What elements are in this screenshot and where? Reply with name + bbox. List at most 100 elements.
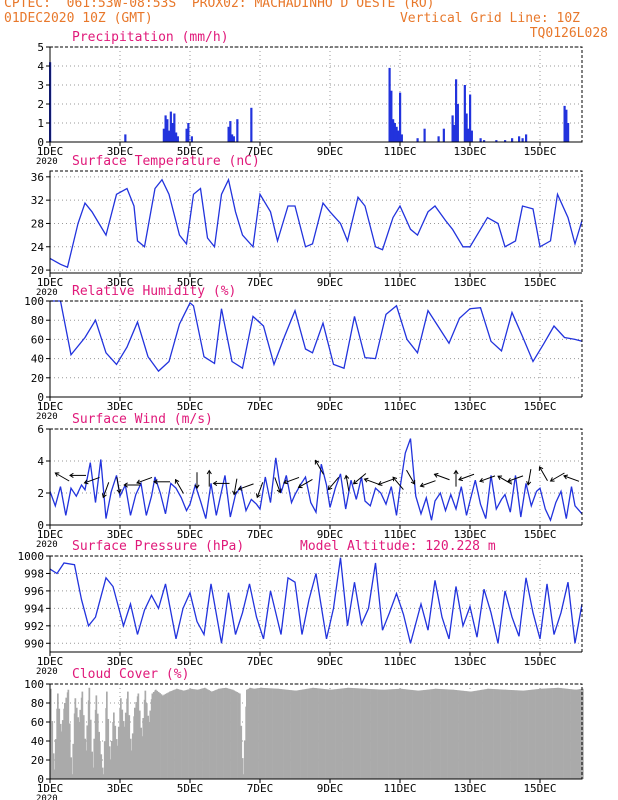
temperature-line — [49, 177, 583, 269]
cloud-column — [198, 689, 201, 779]
cloud-column — [120, 698, 122, 779]
wind-arrow-head — [297, 483, 303, 489]
cloud-column — [374, 689, 377, 779]
cloud-column — [250, 688, 253, 779]
cloud-column — [138, 710, 141, 779]
precip-bar — [176, 136, 179, 142]
cloud-xtick-label: 11DEC — [383, 782, 416, 795]
cloud-column — [540, 688, 542, 779]
cloud-column — [171, 690, 174, 779]
cloud-column — [533, 689, 536, 779]
cloud-column — [505, 689, 507, 779]
cloud-column — [396, 688, 399, 779]
cloud-column — [233, 690, 236, 779]
cloud-column — [354, 688, 357, 779]
cloud-column — [535, 689, 537, 779]
cloud-column — [372, 689, 374, 779]
cloud-column — [463, 690, 466, 779]
cloud-column — [155, 689, 157, 779]
cloud-column — [443, 689, 446, 779]
precip-bar — [423, 128, 426, 142]
pressure-ytick-label: 992 — [24, 620, 44, 633]
cloud-column — [174, 689, 177, 779]
precip-frame — [49, 46, 583, 143]
cloud-column — [415, 690, 418, 779]
cloud-column — [296, 690, 299, 779]
wind-arrow-shaft — [238, 483, 254, 490]
wind-xtick-label: 5DEC — [177, 528, 204, 541]
humidity-ytick-label: 60 — [31, 333, 44, 346]
model-code: TQ0126L028 — [529, 26, 608, 41]
wind-arrow-head — [327, 485, 333, 491]
temperature-xtick-label: 11DEC — [383, 276, 416, 289]
cloud-column — [310, 688, 313, 779]
temperature-ytick-label: 36 — [31, 171, 44, 184]
cloud-column — [191, 688, 194, 779]
precip-bar — [393, 123, 396, 142]
precip-bar — [416, 138, 419, 142]
cloud-column — [271, 688, 273, 779]
cloud-column — [54, 739, 57, 779]
precip-bar — [469, 94, 472, 142]
precip-ytick-label: 4 — [37, 60, 44, 73]
cloud-column — [498, 689, 501, 779]
cloud-column — [404, 689, 406, 779]
humidity-ytick-label: 80 — [31, 314, 44, 327]
wind-arrow-shaft — [458, 473, 475, 481]
wind-arrow-head — [563, 474, 568, 480]
cloud-column — [81, 691, 84, 779]
precip-bar — [479, 138, 482, 142]
cloud-column — [484, 689, 486, 779]
cloud-column — [262, 687, 265, 779]
humidity-xtick-label: 15DEC — [523, 400, 556, 413]
wind-xtick-label: 9DEC — [317, 528, 344, 541]
cloud-column — [555, 687, 558, 779]
cloud-column — [520, 690, 523, 779]
precip-xtick-label: 5DEC — [177, 145, 204, 158]
cloud-column — [393, 689, 396, 779]
cloud-column — [64, 703, 66, 779]
cloud-column — [432, 688, 435, 779]
cloud-column — [88, 687, 91, 779]
cloud-column — [78, 722, 80, 779]
cloud-column — [100, 754, 103, 779]
cloud-column — [377, 689, 380, 779]
cloud-column — [144, 690, 147, 779]
wind-title: Surface Wind (m/s) — [72, 412, 213, 427]
wind-arrow-shaft — [497, 475, 513, 485]
precip-bar — [168, 130, 171, 142]
cloud-column — [449, 689, 451, 779]
cloud-column — [558, 687, 561, 779]
wind-arrow-head — [507, 477, 512, 483]
cloud-column — [466, 691, 469, 779]
cloud-column — [497, 689, 499, 779]
cloud-column — [370, 689, 373, 779]
cloud-title: Cloud Cover (%) — [72, 667, 189, 682]
cloud-column — [362, 688, 365, 779]
cloud-column — [367, 688, 370, 779]
wind-arrow-head — [116, 488, 122, 494]
wind-xtick-label: 7DEC — [247, 528, 274, 541]
wind-arrow-shaft — [539, 466, 548, 481]
cloud-column — [249, 687, 252, 779]
pressure-line — [49, 557, 583, 644]
humidity-ytick-label: 0 — [37, 391, 44, 404]
cloud-column — [565, 688, 568, 779]
cloud-column — [213, 690, 216, 779]
cloud-column — [128, 715, 131, 779]
wind-arrow-head — [153, 479, 158, 485]
precip-xtick-label: 13DEC — [453, 145, 486, 158]
cloud-column — [428, 689, 431, 779]
precip-bar — [173, 113, 176, 142]
cloud-column — [283, 689, 285, 779]
temperature-frame — [49, 170, 583, 274]
cloud-column — [379, 689, 381, 779]
cloud-column — [452, 689, 455, 779]
cloud-column — [51, 721, 54, 779]
vertical-grid-note: Vertical Grid Line: 10Z — [399, 11, 580, 26]
humidity-title: Relative Humidity (%) — [72, 284, 236, 299]
temperature-xtick-label: 7DEC — [247, 276, 274, 289]
humidity-xtick-label: 3DEC — [107, 400, 134, 413]
cloud-column — [240, 725, 243, 779]
cloud-column — [331, 689, 334, 779]
